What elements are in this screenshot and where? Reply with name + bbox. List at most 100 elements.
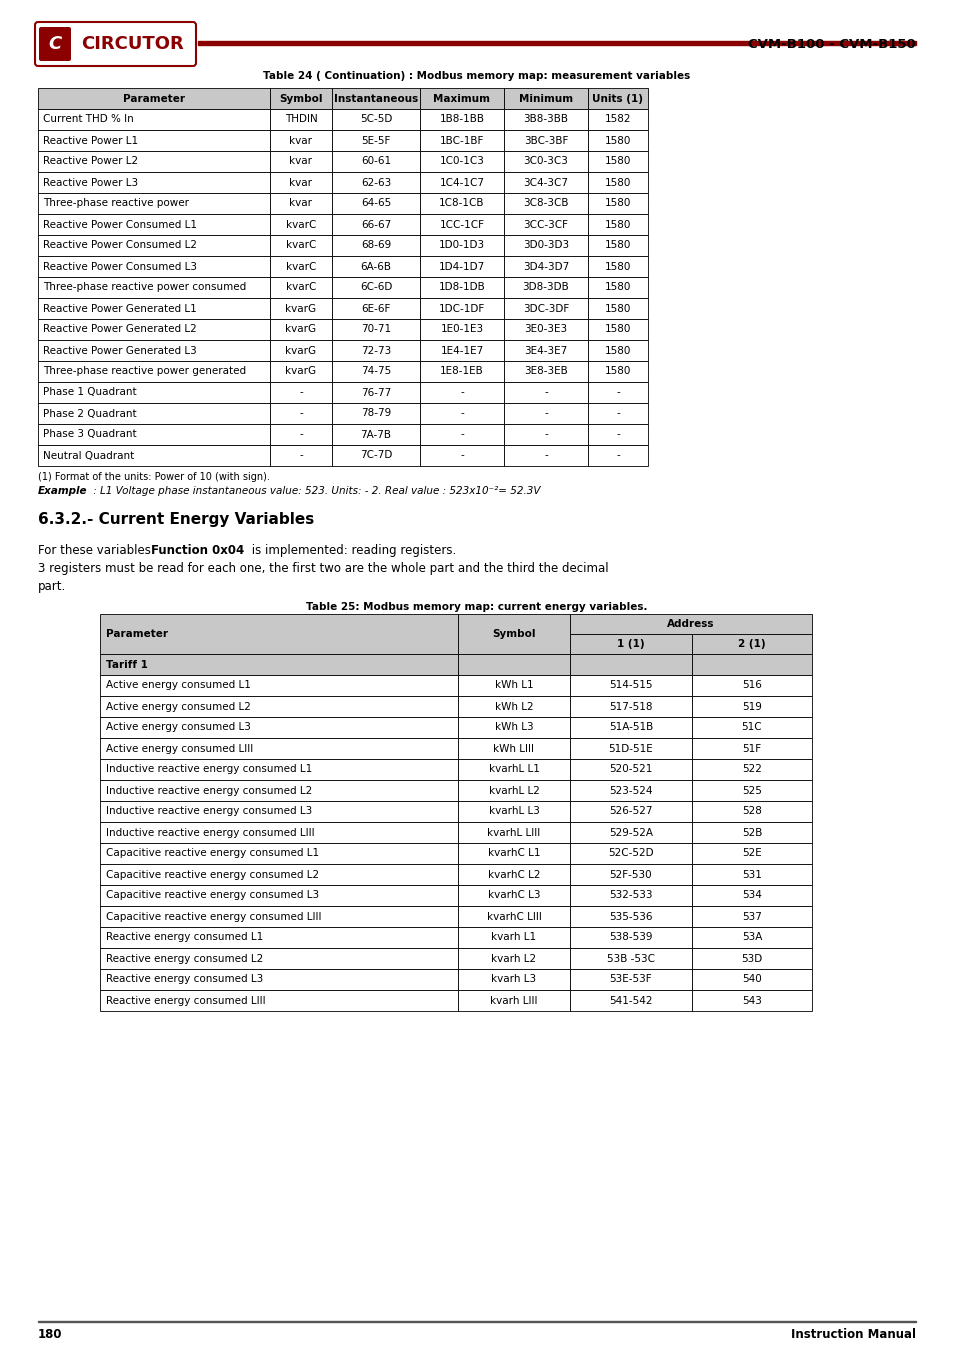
Bar bbox=[457, 864, 569, 886]
Text: 3BC-3BF: 3BC-3BF bbox=[523, 135, 568, 146]
Text: Inductive reactive energy consumed L2: Inductive reactive energy consumed L2 bbox=[106, 786, 312, 795]
Text: -: - bbox=[616, 387, 619, 397]
Text: 1580: 1580 bbox=[604, 240, 631, 251]
Text: Reactive Power Consumed L1: Reactive Power Consumed L1 bbox=[43, 220, 196, 230]
Bar bbox=[691, 948, 811, 969]
Bar bbox=[691, 653, 811, 675]
Bar bbox=[100, 738, 457, 759]
Text: 517-518: 517-518 bbox=[609, 702, 652, 711]
Text: 1580: 1580 bbox=[604, 198, 631, 208]
Bar bbox=[503, 446, 587, 466]
Bar bbox=[332, 404, 419, 424]
Text: 5C-5D: 5C-5D bbox=[359, 115, 392, 124]
Text: For these variables: For these variables bbox=[38, 544, 154, 558]
Bar bbox=[332, 319, 419, 340]
Text: Reactive Power L2: Reactive Power L2 bbox=[43, 157, 138, 166]
Text: kWh L2: kWh L2 bbox=[495, 702, 533, 711]
Bar bbox=[270, 277, 332, 298]
Bar bbox=[457, 906, 569, 927]
Text: 1580: 1580 bbox=[604, 135, 631, 146]
Text: : L1 Voltage phase instantaneous value: 523. Units: - 2. Real value : 523x10⁻²= : : L1 Voltage phase instantaneous value: … bbox=[90, 486, 540, 495]
Text: 53A: 53A bbox=[741, 933, 761, 942]
Bar bbox=[419, 382, 503, 404]
Text: 52B: 52B bbox=[741, 828, 761, 837]
Bar bbox=[587, 235, 647, 256]
Bar bbox=[270, 130, 332, 151]
Text: Reactive Power Consumed L3: Reactive Power Consumed L3 bbox=[43, 262, 196, 271]
Bar bbox=[332, 151, 419, 171]
Text: 1DC-1DF: 1DC-1DF bbox=[438, 304, 485, 313]
Text: 3DC-3DF: 3DC-3DF bbox=[522, 304, 569, 313]
Bar bbox=[503, 256, 587, 277]
Bar bbox=[569, 697, 691, 717]
Text: CVM-B100 - CVM-B150: CVM-B100 - CVM-B150 bbox=[747, 38, 915, 50]
Bar bbox=[503, 235, 587, 256]
Text: kvarhL LIII: kvarhL LIII bbox=[487, 828, 540, 837]
Text: kvarhL L3: kvarhL L3 bbox=[488, 806, 538, 817]
Text: kvarhC L3: kvarhC L3 bbox=[487, 891, 539, 900]
Bar bbox=[100, 780, 457, 801]
Text: Active energy consumed LIII: Active energy consumed LIII bbox=[106, 744, 253, 753]
Text: 1BC-1BF: 1BC-1BF bbox=[439, 135, 484, 146]
Bar bbox=[100, 697, 457, 717]
Bar bbox=[457, 842, 569, 864]
Text: 3E4-3E7: 3E4-3E7 bbox=[524, 346, 567, 355]
Text: CIRCUTOR: CIRCUTOR bbox=[82, 35, 184, 53]
Bar bbox=[270, 298, 332, 319]
Bar bbox=[503, 130, 587, 151]
Text: kvarC: kvarC bbox=[286, 262, 315, 271]
Bar bbox=[587, 109, 647, 130]
Text: Capacitive reactive energy consumed L2: Capacitive reactive energy consumed L2 bbox=[106, 869, 319, 879]
Bar bbox=[587, 171, 647, 193]
Text: 1C4-1C7: 1C4-1C7 bbox=[439, 177, 484, 188]
Bar bbox=[270, 446, 332, 466]
Text: 3C8-3CB: 3C8-3CB bbox=[522, 198, 568, 208]
Bar bbox=[457, 697, 569, 717]
Bar bbox=[100, 927, 457, 948]
Bar bbox=[100, 675, 457, 697]
Text: Units (1): Units (1) bbox=[592, 93, 643, 104]
Text: kvarhL L2: kvarhL L2 bbox=[488, 786, 538, 795]
Bar bbox=[587, 446, 647, 466]
Text: 3D4-3D7: 3D4-3D7 bbox=[522, 262, 569, 271]
Bar bbox=[569, 842, 691, 864]
Text: Phase 1 Quadrant: Phase 1 Quadrant bbox=[43, 387, 136, 397]
Bar bbox=[691, 886, 811, 906]
Bar bbox=[270, 215, 332, 235]
Bar bbox=[332, 130, 419, 151]
Bar bbox=[38, 193, 270, 215]
Text: 525: 525 bbox=[741, 786, 761, 795]
Text: kvarhC L1: kvarhC L1 bbox=[487, 849, 539, 859]
Text: kvar: kvar bbox=[289, 198, 313, 208]
Bar bbox=[419, 193, 503, 215]
Bar bbox=[457, 990, 569, 1011]
Text: 6A-6B: 6A-6B bbox=[360, 262, 391, 271]
Bar bbox=[587, 215, 647, 235]
Text: Minimum: Minimum bbox=[518, 93, 573, 104]
Bar bbox=[457, 927, 569, 948]
Text: 1582: 1582 bbox=[604, 115, 631, 124]
Text: kvarh L1: kvarh L1 bbox=[491, 933, 536, 942]
Text: Phase 2 Quadrant: Phase 2 Quadrant bbox=[43, 409, 136, 418]
Bar bbox=[457, 969, 569, 990]
Bar bbox=[503, 109, 587, 130]
Bar bbox=[270, 360, 332, 382]
Text: Reactive energy consumed LIII: Reactive energy consumed LIII bbox=[106, 995, 265, 1006]
Text: kvar: kvar bbox=[289, 135, 313, 146]
Bar bbox=[332, 446, 419, 466]
Text: Three-phase reactive power generated: Three-phase reactive power generated bbox=[43, 366, 246, 377]
Text: 53E-53F: 53E-53F bbox=[609, 975, 652, 984]
Bar bbox=[569, 759, 691, 780]
Bar bbox=[569, 717, 691, 738]
Bar bbox=[503, 298, 587, 319]
Bar bbox=[457, 948, 569, 969]
Text: 3 registers must be read for each one, the first two are the whole part and the : 3 registers must be read for each one, t… bbox=[38, 562, 608, 575]
Bar bbox=[270, 151, 332, 171]
Bar bbox=[587, 193, 647, 215]
Text: 72-73: 72-73 bbox=[360, 346, 391, 355]
Text: C: C bbox=[49, 35, 62, 53]
Text: Reactive Power Generated L3: Reactive Power Generated L3 bbox=[43, 346, 196, 355]
Text: Three-phase reactive power consumed: Three-phase reactive power consumed bbox=[43, 282, 246, 293]
Bar bbox=[569, 675, 691, 697]
Bar bbox=[332, 193, 419, 215]
